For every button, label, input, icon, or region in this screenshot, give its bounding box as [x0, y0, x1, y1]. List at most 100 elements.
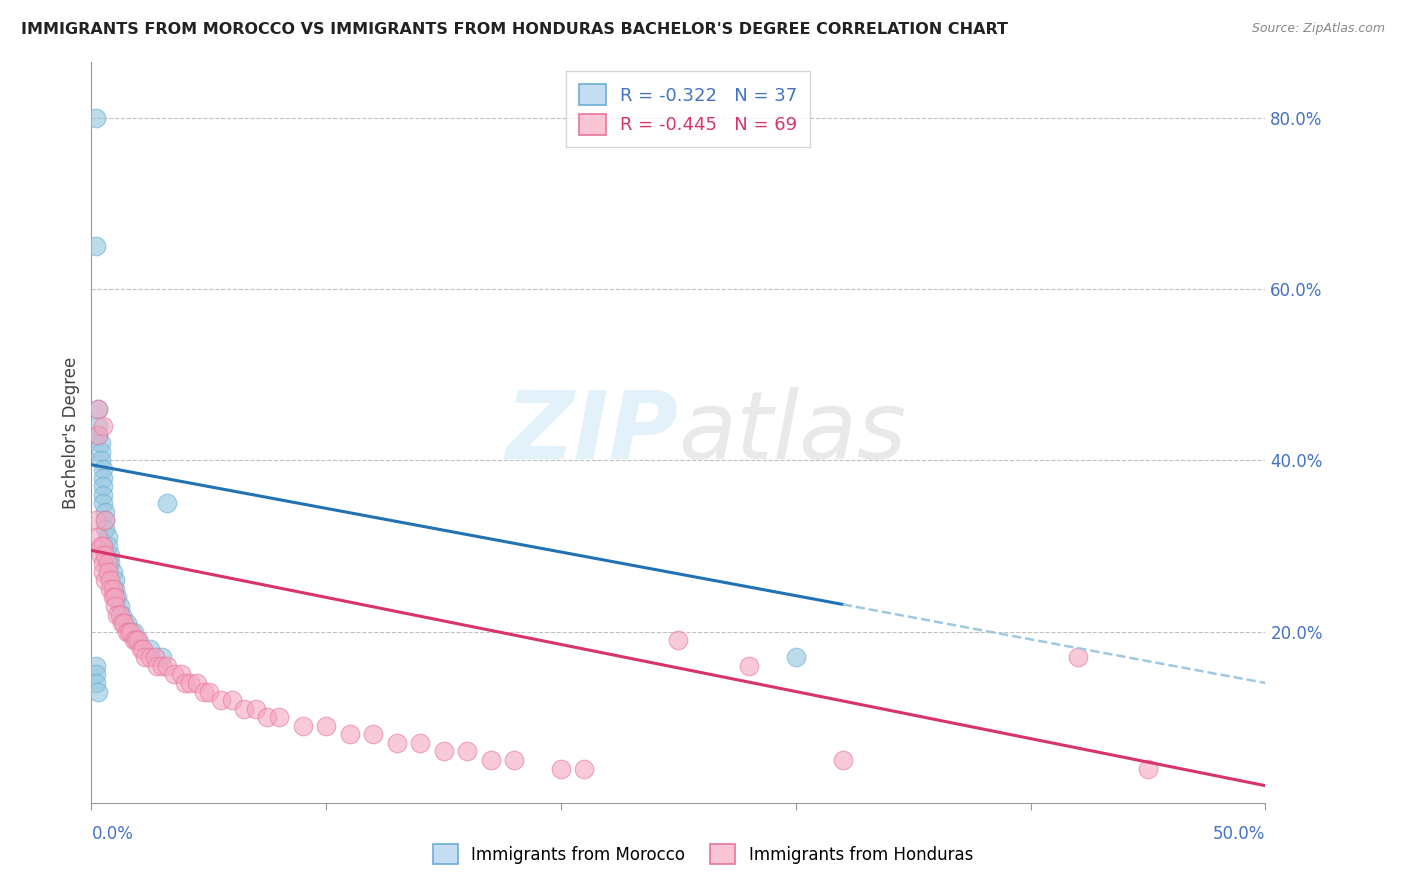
Point — [256, 710, 278, 724]
Point — [108, 599, 131, 613]
Point — [550, 762, 572, 776]
Point — [91, 496, 114, 510]
Point — [150, 650, 173, 665]
Text: atlas: atlas — [678, 387, 907, 478]
Point — [87, 402, 110, 417]
Point — [90, 548, 112, 562]
Point — [97, 531, 120, 545]
Point — [162, 667, 184, 681]
Point — [91, 419, 114, 434]
Point — [122, 633, 145, 648]
Point — [94, 548, 117, 562]
Point — [91, 556, 114, 570]
Point — [150, 658, 173, 673]
Point — [120, 624, 142, 639]
Point — [186, 676, 208, 690]
Point — [84, 658, 107, 673]
Point — [574, 762, 596, 776]
Legend: R = -0.322   N = 37, R = -0.445   N = 69: R = -0.322 N = 37, R = -0.445 N = 69 — [567, 71, 810, 147]
Point — [94, 505, 117, 519]
Point — [104, 599, 127, 613]
Point — [385, 736, 408, 750]
Point — [84, 239, 107, 253]
Point — [197, 684, 219, 698]
Point — [84, 676, 107, 690]
Point — [209, 693, 232, 707]
Point — [315, 719, 337, 733]
Text: ZIP: ZIP — [506, 386, 678, 479]
Point — [339, 727, 361, 741]
Point — [111, 615, 134, 630]
Point — [108, 607, 131, 622]
Text: IMMIGRANTS FROM MOROCCO VS IMMIGRANTS FROM HONDURAS BACHELOR'S DEGREE CORRELATIO: IMMIGRANTS FROM MOROCCO VS IMMIGRANTS FR… — [21, 22, 1008, 37]
Point — [127, 633, 149, 648]
Point — [361, 727, 384, 741]
Point — [97, 539, 120, 553]
Point — [221, 693, 243, 707]
Point — [115, 615, 138, 630]
Point — [831, 753, 853, 767]
Point — [105, 591, 128, 605]
Point — [132, 641, 155, 656]
Point — [94, 513, 117, 527]
Point — [127, 633, 149, 648]
Point — [91, 479, 114, 493]
Legend: Immigrants from Morocco, Immigrants from Honduras: Immigrants from Morocco, Immigrants from… — [426, 838, 980, 871]
Point — [97, 556, 120, 570]
Point — [98, 574, 121, 588]
Point — [98, 548, 121, 562]
Point — [169, 667, 191, 681]
Point — [269, 710, 291, 724]
Point — [94, 513, 117, 527]
Point — [91, 470, 114, 484]
Point — [84, 111, 107, 125]
Point — [104, 591, 127, 605]
Point — [84, 513, 107, 527]
Point — [179, 676, 201, 690]
Point — [98, 582, 121, 596]
Point — [91, 488, 114, 502]
Point — [111, 607, 134, 622]
Point — [125, 633, 148, 648]
Text: 50.0%: 50.0% — [1213, 825, 1265, 843]
Point — [87, 684, 110, 698]
Point — [91, 462, 114, 476]
Point — [738, 658, 761, 673]
Point — [87, 419, 110, 434]
Point — [193, 684, 215, 698]
Point — [432, 744, 454, 758]
Point — [785, 650, 807, 665]
Point — [245, 701, 267, 715]
Point — [91, 565, 114, 579]
Point — [122, 624, 145, 639]
Point — [503, 753, 526, 767]
Point — [105, 607, 128, 622]
Point — [87, 427, 110, 442]
Point — [409, 736, 432, 750]
Point — [479, 753, 502, 767]
Point — [129, 641, 152, 656]
Point — [90, 445, 112, 459]
Y-axis label: Bachelor's Degree: Bachelor's Degree — [62, 357, 80, 508]
Point — [84, 667, 107, 681]
Point — [118, 624, 141, 639]
Point — [87, 402, 110, 417]
Point — [139, 650, 162, 665]
Point — [112, 615, 135, 630]
Point — [101, 591, 124, 605]
Point — [101, 565, 124, 579]
Point — [134, 650, 156, 665]
Point — [139, 641, 162, 656]
Point — [90, 436, 112, 450]
Point — [1066, 650, 1088, 665]
Point — [155, 658, 177, 673]
Point — [1136, 762, 1159, 776]
Point — [94, 574, 117, 588]
Point — [94, 522, 117, 536]
Point — [155, 496, 177, 510]
Text: 0.0%: 0.0% — [91, 825, 134, 843]
Point — [97, 565, 120, 579]
Point — [90, 539, 112, 553]
Point — [87, 427, 110, 442]
Point — [143, 650, 166, 665]
